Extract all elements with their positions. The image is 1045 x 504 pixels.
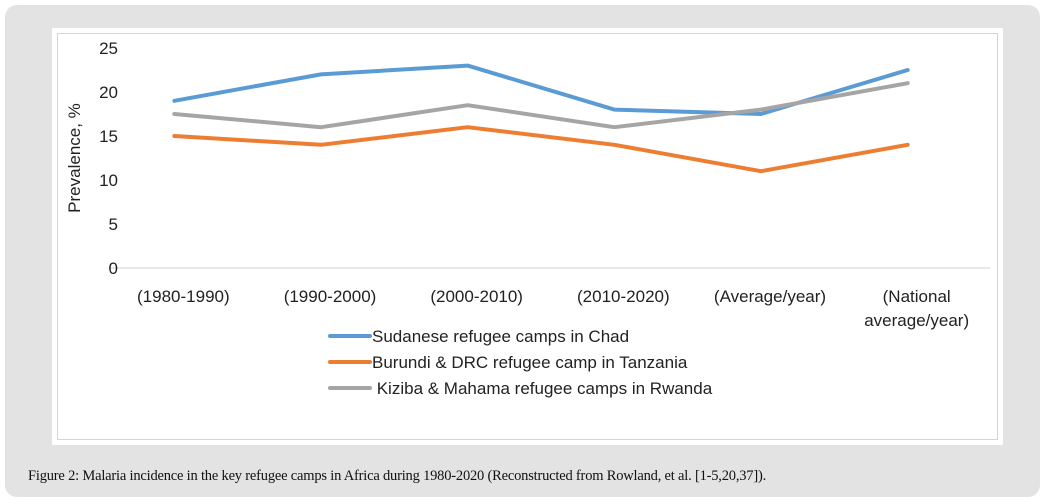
- y-axis-label: Prevalence, %: [65, 103, 84, 213]
- caption-label: Figure 2:: [28, 468, 79, 484]
- figure-caption: Figure 2: Malaria incidence in the key r…: [28, 468, 766, 485]
- y-tick-label: 25: [99, 39, 118, 58]
- chart-area: [57, 33, 998, 440]
- legend-label: Kiziba & Mahama refugee camps in Rwanda: [372, 379, 713, 398]
- y-tick-label: 0: [109, 259, 118, 278]
- y-tick-label: 20: [99, 83, 118, 102]
- x-tick-label: (2010-2020): [577, 287, 670, 306]
- x-tick-label: (National: [883, 287, 951, 306]
- caption-text: Malaria incidence in the key refugee cam…: [78, 468, 767, 484]
- y-tick-label: 5: [109, 215, 118, 234]
- series-line-1: [172, 63, 910, 116]
- x-tick-label: (1980-1990): [137, 287, 230, 306]
- x-tick-label: (1990-2000): [284, 287, 377, 306]
- x-tick-label: (Average/year): [714, 287, 826, 306]
- y-tick-label: 15: [99, 127, 118, 146]
- series-line-3: [172, 81, 910, 130]
- x-tick-label: average/year): [864, 311, 969, 330]
- legend-label: Burundi & DRC refugee camp in Tanzania: [372, 353, 688, 372]
- y-tick-label: 10: [99, 171, 118, 190]
- series-line-2: [172, 125, 910, 174]
- x-tick-label: (2000-2010): [430, 287, 523, 306]
- legend-label: Sudanese refugee camps in Chad: [372, 327, 629, 346]
